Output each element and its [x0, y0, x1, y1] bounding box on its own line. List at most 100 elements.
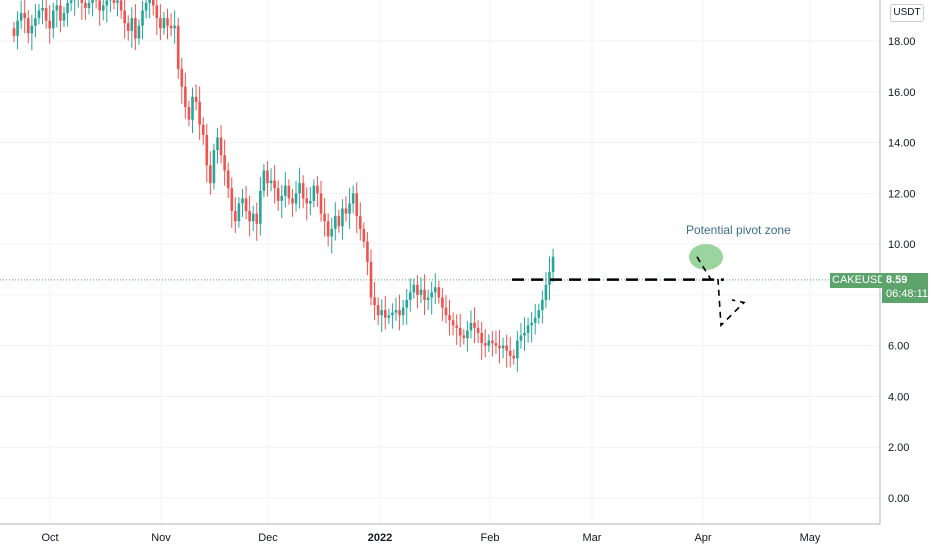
candle-body [219, 137, 223, 156]
candle-body [105, 0, 109, 6]
candle-body [130, 18, 134, 31]
candle-body [194, 96, 198, 102]
candle-body [326, 221, 330, 237]
candle-body [173, 25, 176, 29]
currency-unit-button[interactable]: USDT [890, 4, 924, 22]
candle-body [30, 25, 34, 34]
candle-body [251, 213, 255, 222]
candle-body [444, 307, 448, 316]
candle-body [41, 7, 44, 11]
candle-body [394, 310, 398, 313]
candle-body [369, 261, 373, 298]
candlestick-series [12, 0, 555, 372]
time-axis[interactable]: Oct Nov Dec 2022 Feb Mar Apr May [41, 532, 820, 544]
candle-body [180, 68, 184, 87]
candle-body [398, 310, 401, 316]
candle-body [548, 272, 551, 285]
candle-body [437, 287, 441, 298]
candle-body [487, 340, 491, 346]
price-axis[interactable]: 0.002.004.006.008.0010.0012.0014.0016.00… [888, 36, 916, 505]
candle-body [348, 203, 351, 214]
time-tick-label: Mar [583, 532, 602, 544]
candle-body [209, 165, 212, 184]
candle-body [441, 297, 444, 308]
candle-body [376, 305, 380, 316]
candle-body [433, 287, 437, 293]
candle-body [159, 18, 162, 29]
candle-body [358, 216, 362, 229]
candle-body [141, 10, 144, 26]
candle-body [319, 193, 323, 214]
candle-body [355, 193, 359, 217]
candle-body [516, 340, 519, 359]
candle-body [148, 0, 151, 3]
candle-body [416, 284, 419, 295]
last-price-label: 8.59 06:48:11 [882, 273, 928, 303]
price-tick-label: 2.00 [888, 442, 909, 454]
price-tick-label: 6.00 [888, 341, 909, 353]
candle-body [87, 2, 91, 8]
candle-body [155, 5, 159, 19]
candle-body [37, 10, 41, 19]
candle-body [480, 332, 483, 344]
candle-body [126, 23, 130, 31]
candle-body [505, 345, 508, 351]
candle-body [80, 0, 84, 3]
grid-lines [0, 0, 880, 524]
candle-body [237, 203, 241, 222]
candle-body [266, 170, 269, 184]
candle-body [458, 327, 462, 336]
candle-body [544, 284, 548, 300]
candle-body [84, 2, 87, 8]
price-tick-label: 10.00 [888, 239, 916, 251]
candle-body [34, 18, 37, 26]
candle-body [280, 195, 284, 201]
candle-body [537, 310, 541, 318]
candle-body [462, 335, 466, 339]
candle-body [191, 96, 194, 120]
candle-body [216, 137, 219, 151]
candle-body [412, 284, 416, 293]
candle-body [533, 317, 537, 323]
candle-body [451, 320, 455, 326]
candle-body [12, 28, 16, 36]
candle-body [184, 86, 187, 107]
candle-body [291, 198, 294, 204]
symbol-name: CAKEUSDT [832, 274, 892, 286]
time-tick-label: May [800, 532, 821, 544]
time-tick-label: Oct [41, 532, 58, 544]
candle-body [259, 190, 262, 224]
candle-body [366, 241, 369, 262]
candle-body [551, 256, 555, 273]
candle-body [287, 185, 291, 199]
candle-body [430, 292, 433, 298]
candle-body [508, 350, 512, 356]
candle-body [298, 183, 301, 194]
candle-body [426, 297, 430, 300]
candle-body [112, 0, 116, 3]
candle-body [323, 213, 326, 222]
candle-body [223, 155, 226, 171]
candle-body [284, 185, 287, 196]
price-tick-label: 12.00 [888, 188, 916, 200]
candle-body [201, 124, 205, 135]
candle-body [119, 0, 123, 11]
candle-body [226, 170, 230, 189]
symbol-price-label: CAKEUSDT [830, 273, 892, 288]
candle-body [362, 228, 366, 242]
candle-body [269, 180, 273, 184]
candle-body [187, 106, 191, 120]
time-tick-label: Nov [151, 532, 171, 544]
candle-body [134, 18, 137, 39]
candle-body [387, 315, 391, 318]
candle-body [166, 18, 169, 26]
candle-body [123, 10, 126, 24]
candle-body [305, 198, 309, 204]
time-tick-label: Feb [481, 532, 500, 544]
candle-body [541, 299, 544, 311]
candle-body [448, 315, 451, 321]
annotation-label: Potential pivot zone [686, 223, 791, 237]
candle-body [301, 183, 305, 199]
candle-body [151, 0, 155, 6]
